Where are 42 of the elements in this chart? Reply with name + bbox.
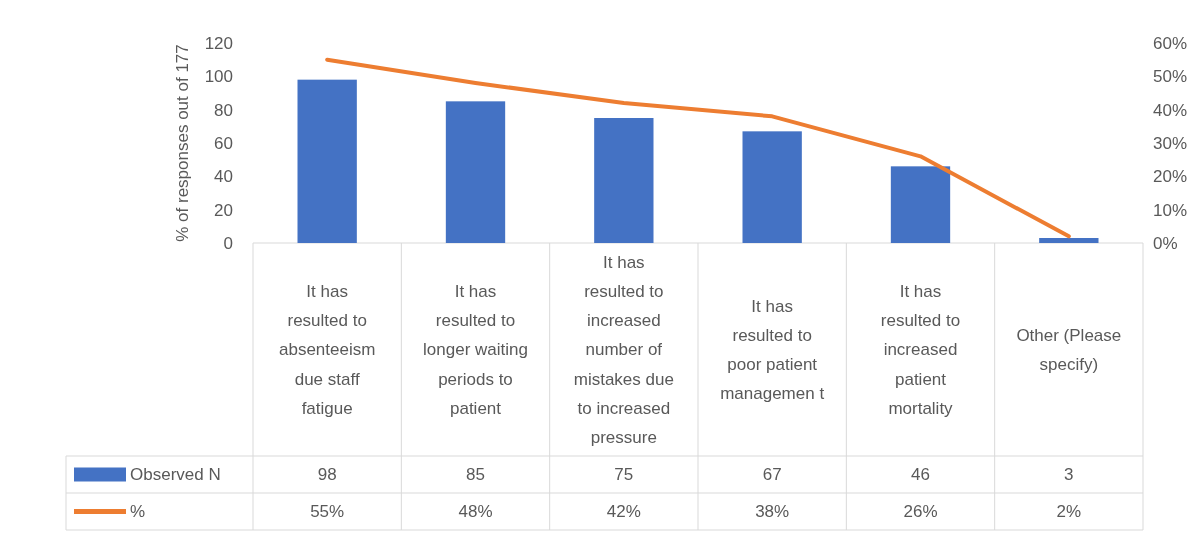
x-tick-label: It has resulted to increased number of mistakes due to increased pressure (573, 252, 674, 448)
y-tick-label: 40 (214, 167, 233, 187)
bar (594, 118, 654, 243)
y-tick-label: 80 (214, 100, 233, 120)
data-label: 38% (755, 502, 790, 522)
data-label: 26% (903, 502, 938, 522)
y-tick-label: 0 (223, 233, 233, 253)
data-label: 85 (466, 465, 485, 485)
legend-label: Observed N (130, 465, 221, 485)
bar (297, 79, 357, 243)
y2-tick-label: 0% (1153, 233, 1178, 253)
y2-tick-label: 60% (1153, 33, 1188, 53)
x-tick-label: It has resulted to poor patient managemen t (720, 296, 825, 404)
y2-tick-label: 10% (1153, 200, 1188, 220)
y-tick-label: 120 (204, 33, 233, 53)
x-tick-label: Other (Please specify) (1016, 325, 1122, 375)
y2-tick-label: 20% (1153, 167, 1188, 187)
bar (890, 166, 951, 243)
bar (1039, 238, 1099, 243)
legend-label: % (130, 502, 146, 522)
data-label: 2% (1056, 502, 1082, 522)
y2-tick-label: 30% (1153, 133, 1188, 153)
data-label: 42% (606, 502, 641, 522)
data-label: 48% (458, 502, 493, 522)
line-series (325, 57, 1071, 239)
data-label: 3 (1064, 465, 1074, 485)
data-label: 55% (310, 502, 345, 522)
y-tick-label: 20 (214, 200, 233, 220)
x-tick-label: It has resulted to absenteeism due staff fatigue (278, 281, 376, 419)
y-axis-title: % of responses out of 177 (173, 44, 192, 242)
x-tick-label: It has resulted to longer waiting periods to patient (423, 281, 528, 419)
bar (742, 131, 802, 243)
y2-tick-label: 50% (1153, 67, 1188, 87)
bar (445, 101, 506, 243)
x-tick-label: It has resulted to increased patient mortality (880, 281, 961, 419)
data-label: 98 (317, 465, 337, 485)
y2-tick-label: 40% (1153, 100, 1188, 120)
y-tick-label: 60 (214, 133, 233, 153)
data-label: 75 (614, 465, 634, 485)
y-tick-label: 100 (204, 67, 233, 87)
data-label: 67 (762, 465, 782, 485)
data-label: 46 (911, 465, 930, 485)
